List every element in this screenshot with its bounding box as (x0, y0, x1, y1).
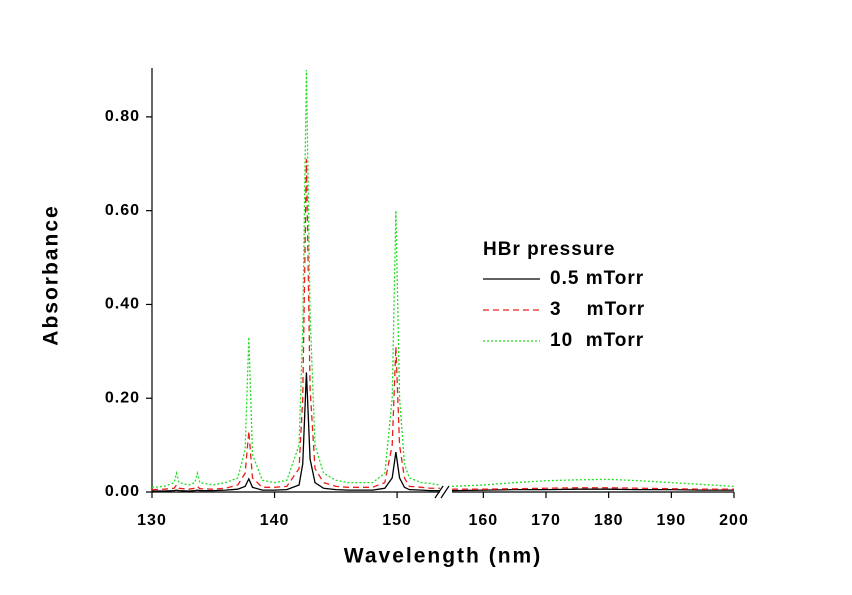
y-tick-label: 0.80 (105, 108, 140, 125)
y-tick-label: 0.40 (105, 296, 140, 313)
legend-label: 0.5 mTorr (550, 268, 644, 289)
x-tick-label: 170 (531, 512, 561, 529)
legend-label: 3 mTorr (550, 299, 645, 320)
y-tick-label: 0.60 (105, 202, 140, 219)
x-tick-label: 180 (594, 512, 624, 529)
x-tick-label: 140 (260, 512, 290, 529)
y-tick-label: 0.00 (105, 483, 140, 500)
x-tick-label: 200 (719, 512, 749, 529)
x-axis-title: Wavelength (nm) (344, 545, 542, 568)
x-tick-label: 130 (137, 512, 167, 529)
data-line (151, 69, 735, 488)
x-tick-label: 150 (382, 512, 412, 529)
legend-title: HBr pressure (483, 239, 615, 260)
x-tick-label: 190 (656, 512, 686, 529)
data-line (151, 159, 734, 491)
data-line (152, 372, 734, 492)
x-tick-label: 160 (468, 512, 498, 529)
y-tick-label: 0.20 (105, 389, 140, 406)
legend-label: 10 mTorr (550, 330, 644, 351)
y-axis-title: Absorbance (40, 204, 63, 345)
